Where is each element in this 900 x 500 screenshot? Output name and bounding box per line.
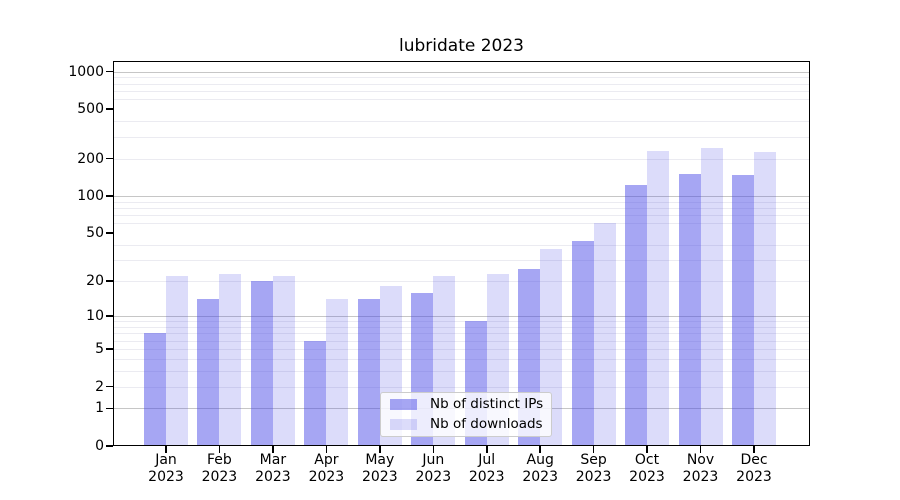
x-tick-mark <box>432 446 434 453</box>
y-tick-mark <box>106 385 113 388</box>
x-tick-mark <box>699 446 702 453</box>
bar-distinct-ips <box>571 240 594 446</box>
y-tick-mark <box>106 195 113 197</box>
minor-gridline <box>113 77 810 79</box>
bar-distinct-ips <box>197 299 220 446</box>
bar-distinct-ips <box>625 184 647 446</box>
legend-label-distinct-ips: Nb of distinct IPs <box>430 396 544 413</box>
minor-gridline <box>113 158 810 160</box>
minor-gridline <box>113 333 810 335</box>
legend-row-distinct-ips: Nb of distinct IPs <box>390 396 544 413</box>
minor-gridline <box>113 326 810 328</box>
minor-gridline <box>113 99 810 101</box>
bar-downloads <box>166 276 188 446</box>
x-tick-label: Nov 2023 <box>682 452 719 485</box>
minor-gridline <box>113 201 810 203</box>
y-tick-mark <box>106 280 113 282</box>
minor-gridline <box>113 90 810 92</box>
x-tick-label: Sep 2023 <box>575 452 612 485</box>
y-tick-label: 10 <box>86 308 104 325</box>
chart-title: lubridate 2023 <box>398 36 524 56</box>
legend: Nb of distinct IPs Nb of downloads <box>380 392 552 437</box>
bar-distinct-ips <box>357 299 380 446</box>
minor-gridline <box>113 348 810 350</box>
x-tick-mark <box>539 446 541 453</box>
x-tick-label: Oct 2023 <box>629 452 665 485</box>
y-tick-mark <box>106 108 113 110</box>
bar-distinct-ips <box>678 174 701 446</box>
x-tick-mark <box>325 446 328 453</box>
x-tick-mark <box>486 446 488 453</box>
legend-swatch-downloads <box>390 418 417 430</box>
y-tick-label: 200 <box>77 150 104 167</box>
y-tick-mark <box>106 445 113 447</box>
minor-gridline <box>113 370 810 372</box>
y-tick-mark <box>106 157 113 160</box>
x-tick-mark <box>165 446 167 453</box>
major-gridline <box>113 316 810 318</box>
minor-gridline <box>113 83 810 85</box>
x-tick-label: Jul 2023 <box>468 452 505 485</box>
y-tick-mark <box>106 315 113 317</box>
legend-row-downloads: Nb of downloads <box>390 415 543 433</box>
x-tick-label: Aug 2023 <box>522 452 558 485</box>
x-tick-label: Jun 2023 <box>415 452 452 485</box>
bar-downloads <box>647 151 669 446</box>
minor-gridline <box>113 386 810 388</box>
bar-downloads <box>700 147 723 446</box>
y-tick-mark <box>106 407 113 410</box>
x-tick-mark <box>272 446 274 453</box>
minor-gridline <box>113 259 810 261</box>
y-tick-mark <box>106 70 113 73</box>
minor-gridline <box>113 244 810 246</box>
x-tick-mark <box>218 446 221 453</box>
y-tick-label: 1000 <box>68 63 104 80</box>
minor-gridline <box>113 215 810 216</box>
y-tick-label: 50 <box>86 224 104 241</box>
x-tick-mark <box>646 446 648 453</box>
minor-gridline <box>113 207 810 209</box>
minor-gridline <box>113 136 810 138</box>
x-tick-mark <box>753 446 755 453</box>
major-gridline <box>113 71 810 73</box>
minor-gridline <box>113 358 810 360</box>
legend-label-downloads: Nb of downloads <box>430 415 543 432</box>
y-tick-label: 20 <box>86 273 104 289</box>
x-tick-mark <box>379 446 381 453</box>
y-tick-label: 0 <box>95 438 104 454</box>
minor-gridline <box>113 281 810 282</box>
y-tick-label: 2 <box>95 378 104 395</box>
y-tick-label: 100 <box>77 187 104 204</box>
bar-downloads <box>593 223 616 446</box>
minor-gridline <box>113 121 810 123</box>
x-tick-label: Apr 2023 <box>308 452 345 485</box>
bar-downloads <box>326 299 349 446</box>
bar-distinct-ips <box>250 281 273 446</box>
x-tick-label: May 2023 <box>361 452 398 485</box>
x-tick-label: Dec 2023 <box>736 452 772 485</box>
minor-gridline <box>113 223 810 225</box>
y-tick-mark <box>106 232 113 234</box>
bar-downloads <box>219 273 242 446</box>
legend-swatch-distinct-ips <box>390 399 417 411</box>
y-tick-label: 1 <box>95 400 104 417</box>
y-tick-mark <box>106 348 113 350</box>
bar-downloads <box>754 152 776 446</box>
minor-gridline <box>113 321 810 323</box>
bar-downloads <box>272 276 295 446</box>
x-tick-label: Mar 2023 <box>255 452 291 485</box>
bar-distinct-ips <box>144 333 166 446</box>
y-tick-label: 500 <box>77 101 104 118</box>
minor-gridline <box>113 340 810 342</box>
bar-distinct-ips <box>304 340 327 446</box>
bar-distinct-ips <box>732 174 754 446</box>
y-tick-label: 5 <box>95 340 104 357</box>
x-tick-mark <box>592 446 595 453</box>
x-tick-label: Feb 2023 <box>201 452 238 485</box>
x-tick-label: Jan 2023 <box>148 452 184 485</box>
major-gridline <box>113 195 810 197</box>
